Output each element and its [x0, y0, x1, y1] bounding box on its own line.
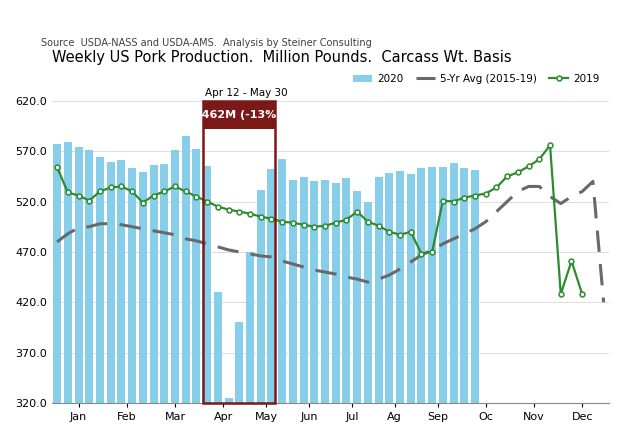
2019 — [96, 189, 104, 194]
5-Yr Avg (2015-19) — [311, 267, 318, 273]
Bar — [128, 168, 136, 437]
Bar — [332, 184, 339, 437]
Bar — [192, 149, 200, 437]
Bar — [364, 201, 372, 437]
Bar — [385, 173, 393, 437]
Legend: 2020, 5-Yr Avg (2015-19), 2019: 2020, 5-Yr Avg (2015-19), 2019 — [349, 70, 604, 88]
Bar — [396, 171, 404, 437]
2019 — [311, 224, 318, 229]
5-Yr Avg (2015-19) — [589, 179, 597, 184]
Bar — [289, 180, 297, 437]
Bar — [225, 398, 233, 437]
Text: Source  USDA-NASS and USDA-AMS.  Analysis by Steiner Consulting: Source USDA-NASS and USDA-AMS. Analysis … — [41, 38, 371, 48]
2019 — [246, 211, 254, 216]
Bar — [417, 168, 426, 437]
5-Yr Avg (2015-19) — [53, 239, 61, 244]
Bar — [139, 172, 147, 437]
Bar — [74, 147, 82, 437]
5-Yr Avg (2015-19) — [386, 272, 393, 277]
Bar — [268, 169, 275, 437]
5-Yr Avg (2015-19) — [600, 300, 607, 305]
Bar — [321, 180, 329, 437]
Bar — [353, 191, 361, 437]
Bar — [150, 165, 158, 437]
Bar — [160, 164, 168, 437]
Bar — [300, 177, 308, 437]
Bar — [246, 252, 254, 437]
Text: Weekly US Pork Production.  Million Pounds.  Carcass Wt. Basis: Weekly US Pork Production. Million Pound… — [52, 50, 511, 65]
Text: Apr 12 - May 30: Apr 12 - May 30 — [205, 88, 287, 98]
Bar — [203, 101, 275, 403]
Bar — [171, 150, 179, 437]
Bar — [374, 177, 383, 437]
Bar — [343, 178, 351, 437]
Bar — [278, 159, 286, 437]
5-Yr Avg (2015-19) — [557, 201, 565, 206]
2019 — [557, 291, 565, 297]
Bar — [107, 162, 115, 437]
Bar — [64, 142, 72, 437]
5-Yr Avg (2015-19) — [407, 259, 414, 264]
Bar — [182, 136, 190, 437]
Bar — [428, 167, 436, 437]
Line: 5-Yr Avg (2015-19): 5-Yr Avg (2015-19) — [57, 181, 603, 302]
5-Yr Avg (2015-19) — [246, 251, 254, 257]
Bar — [407, 174, 415, 437]
Bar — [235, 323, 243, 437]
Bar — [203, 166, 211, 437]
2019 — [386, 229, 393, 234]
Bar — [439, 167, 447, 437]
Bar — [117, 160, 125, 437]
Bar — [461, 168, 469, 437]
Bar — [96, 157, 104, 437]
Bar — [256, 191, 265, 437]
Line: 2019: 2019 — [55, 143, 585, 297]
Bar — [203, 101, 275, 129]
Bar — [85, 150, 93, 437]
Bar — [53, 144, 61, 437]
2019 — [53, 165, 61, 170]
Bar — [214, 292, 222, 437]
Bar — [310, 181, 318, 437]
5-Yr Avg (2015-19) — [96, 221, 104, 226]
2019 — [407, 229, 414, 234]
Bar — [471, 170, 479, 437]
Text: -462M (-13%): -462M (-13%) — [197, 110, 281, 120]
Bar — [449, 163, 457, 437]
